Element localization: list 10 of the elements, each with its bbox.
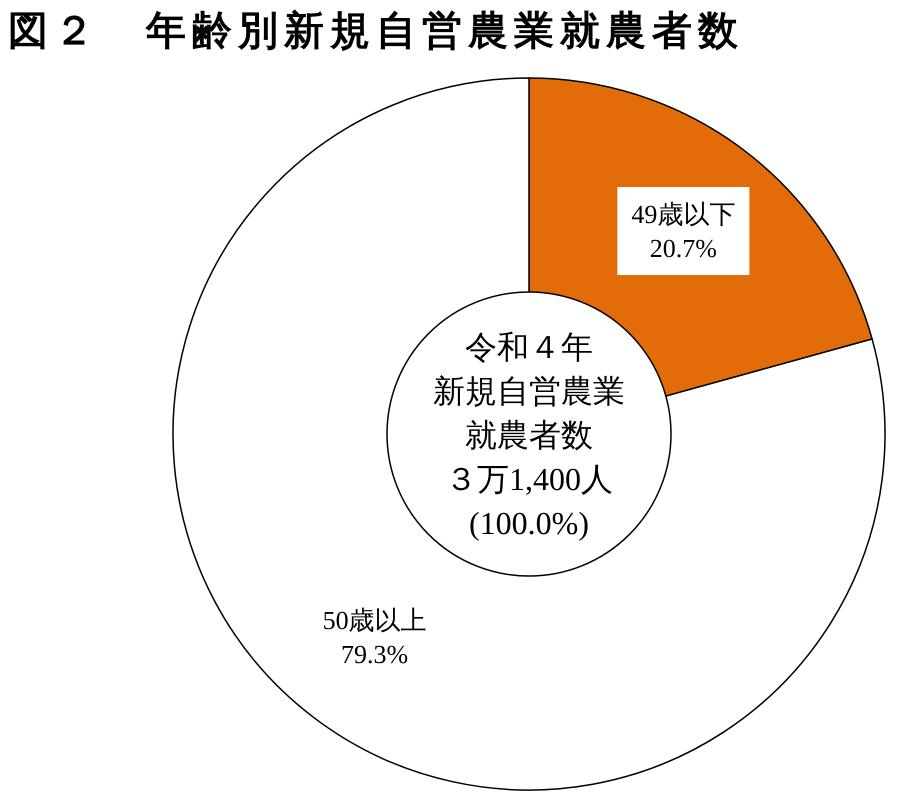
data-label: 20.7% xyxy=(650,234,717,264)
text: 令和４年 xyxy=(465,329,593,365)
text: ３万1,400人 xyxy=(445,461,613,497)
text: 新規自営農業 xyxy=(433,373,625,409)
text: (100.0%) xyxy=(469,505,589,541)
slice-label: 50歳以上 xyxy=(322,606,427,635)
data-label: 79.3% xyxy=(341,640,408,669)
text: 就農者数 xyxy=(465,417,593,453)
slice-label: 49歳以下 xyxy=(631,200,736,230)
chart-title: 図２ 年齢別新規自営農業就農者数 xyxy=(8,9,744,53)
